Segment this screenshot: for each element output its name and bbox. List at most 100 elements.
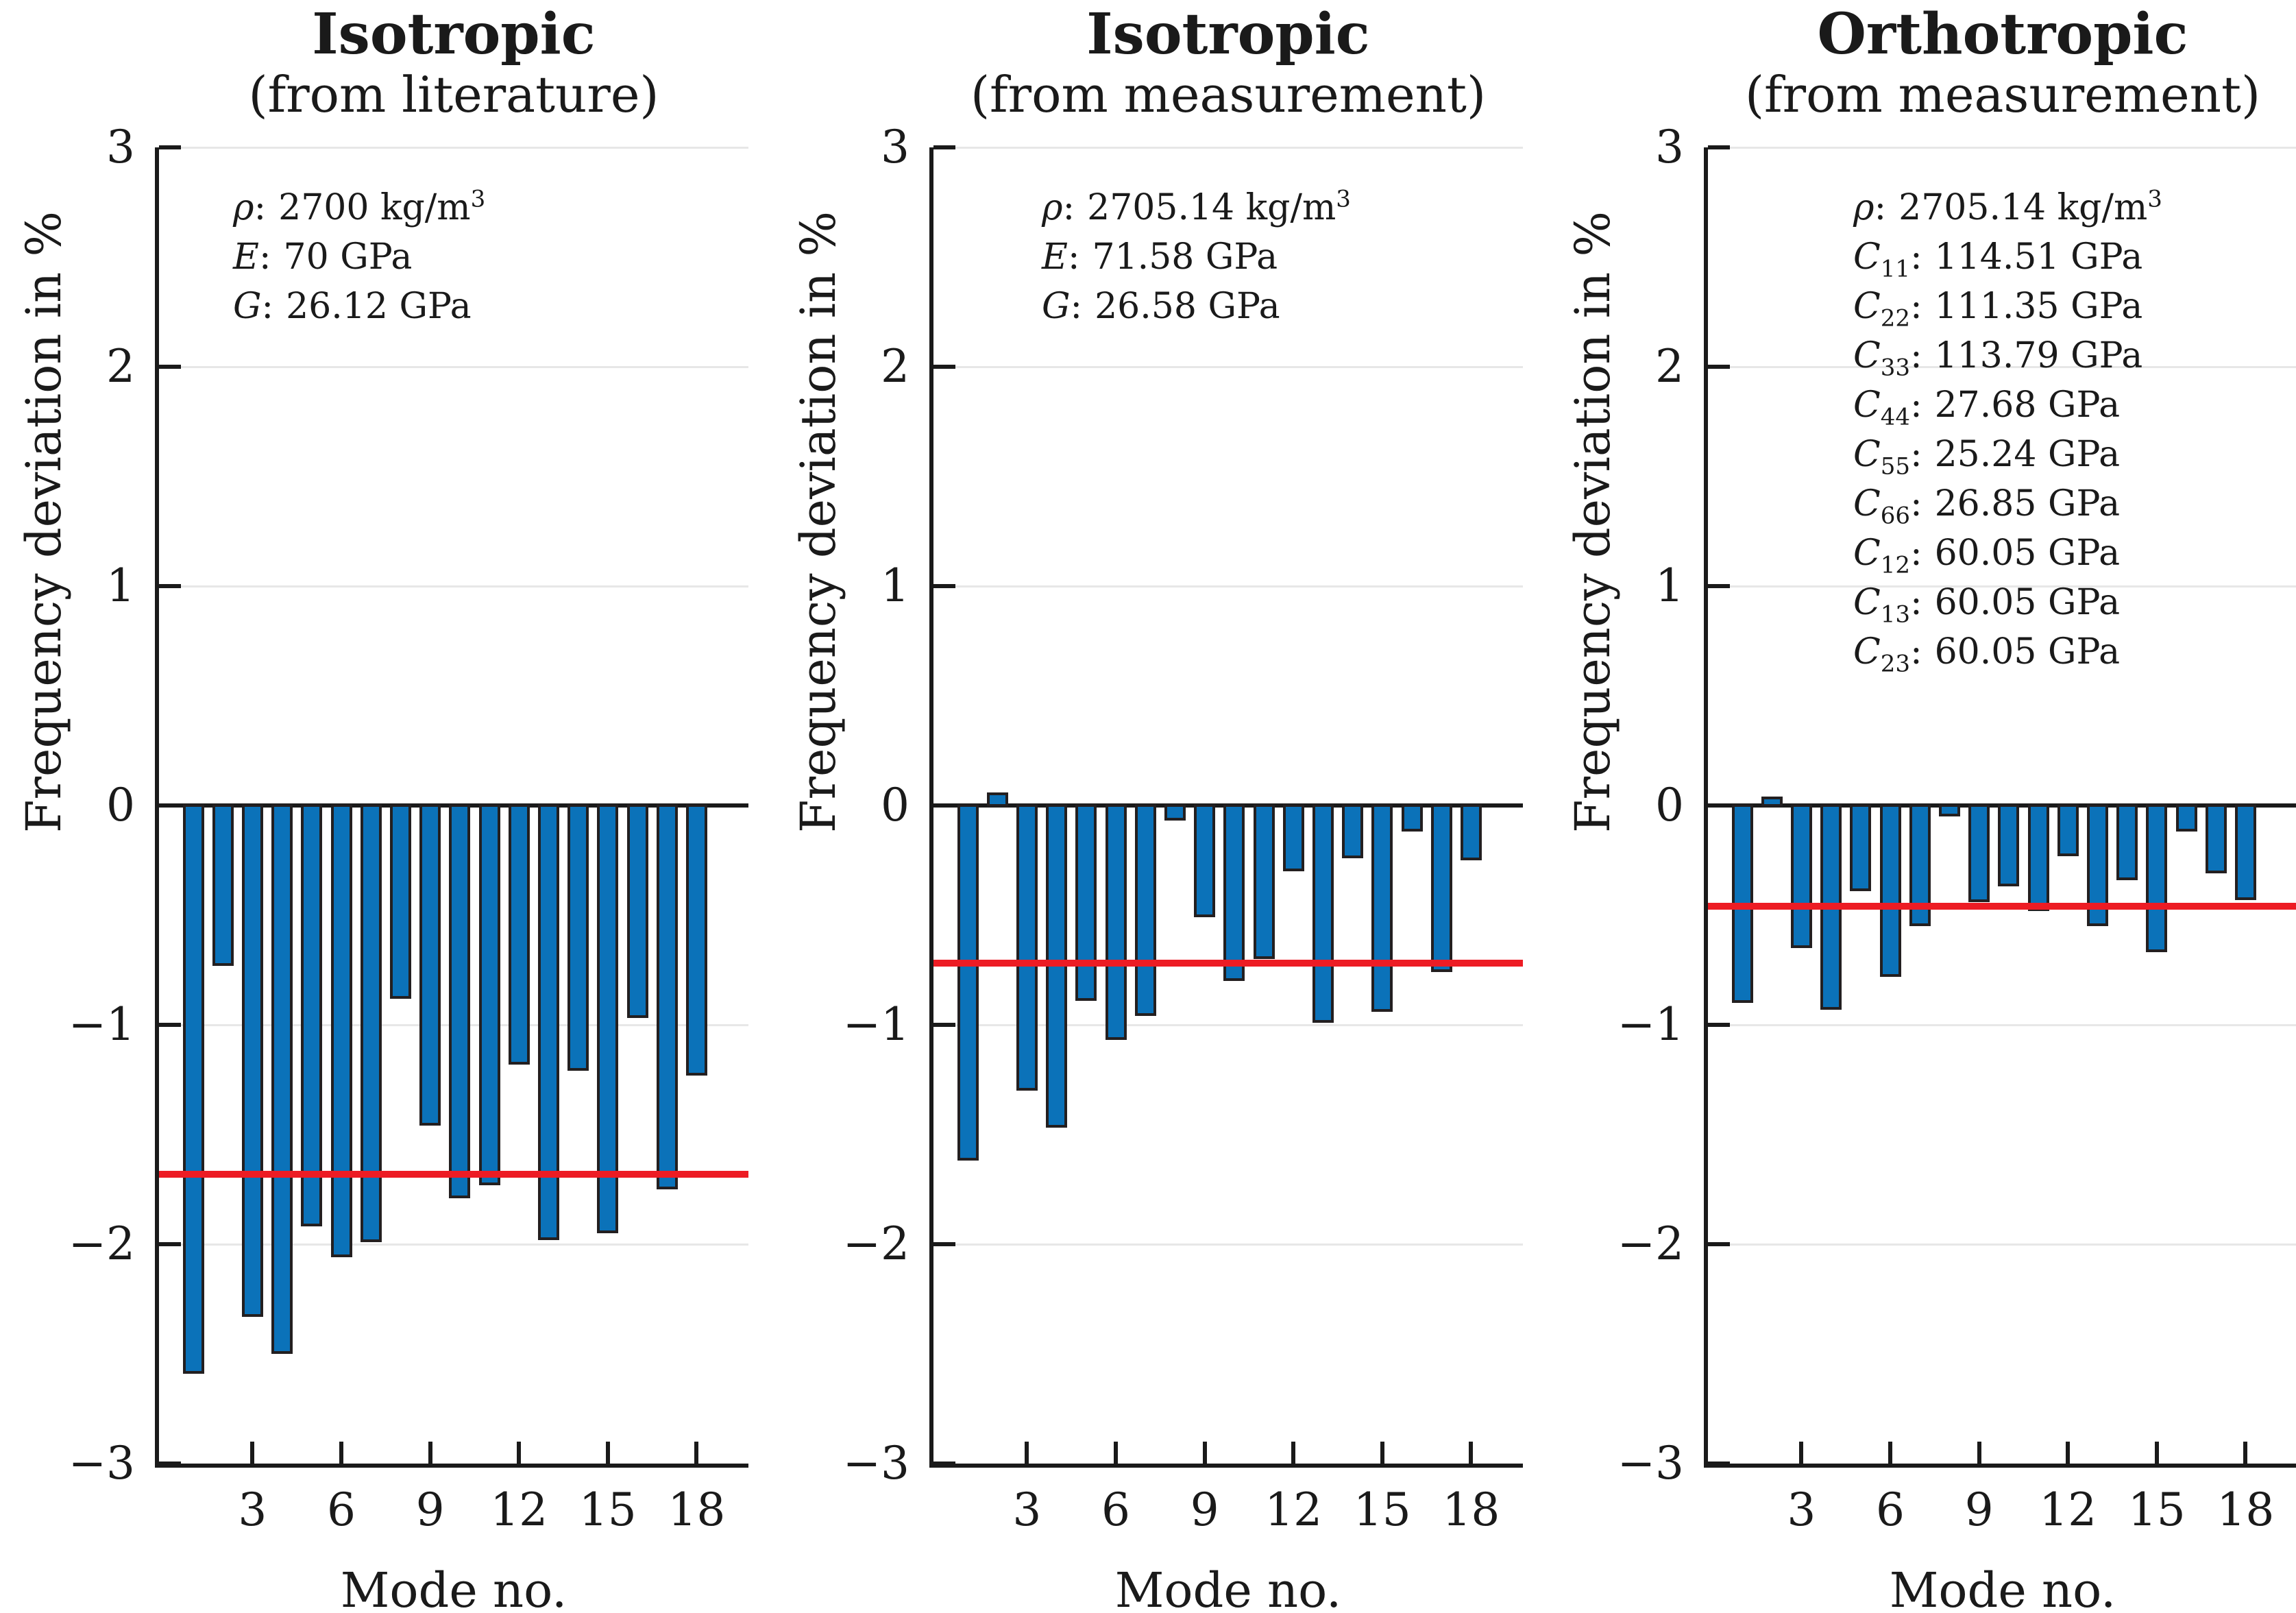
bar-mode-16 [626, 804, 648, 1019]
material-parameter: E: 71.58 GPa [1042, 237, 1278, 278]
parameter-value: 71.58 GPa [1092, 237, 1278, 278]
bar-mode-18 [2234, 804, 2256, 900]
bar-mode-9 [1968, 804, 1990, 902]
parameter-subscript: 11 [1880, 255, 1911, 283]
x-tick-label-15: 15 [578, 1483, 637, 1536]
bar-mode-18 [685, 804, 707, 1076]
y-tick-label--1: −1 [842, 998, 909, 1051]
parameter-subscript: 55 [1880, 452, 1911, 481]
material-parameter: C55: 25.24 GPa [1853, 434, 2121, 481]
x-tick-9 [1977, 1442, 1981, 1464]
x-tick-label-18: 18 [2216, 1483, 2275, 1536]
y-tick-1 [933, 584, 955, 588]
bar-mode-4 [271, 804, 293, 1354]
parameter-value: 113.79 GPa [1934, 335, 2143, 376]
bar-mode-1 [957, 804, 979, 1161]
panel-title: Orthotropic [1817, 1, 2188, 67]
parameter-symbol: G [233, 286, 262, 327]
y-tick-1 [1708, 584, 1730, 588]
bar-mode-18 [1460, 804, 1482, 860]
parameter-symbol: C [1853, 631, 1881, 672]
x-tick-label-3: 3 [1787, 1483, 1816, 1536]
bar-mode-2 [212, 804, 234, 966]
gridline-y2 [1708, 365, 2296, 368]
x-tick-label-9: 9 [1190, 1483, 1219, 1536]
y-tick--2 [159, 1242, 181, 1246]
gridline-y1 [159, 585, 748, 587]
material-parameters: ρ: 2705.14 kg/m3 E: 71.58 GPa G: 26.58 GPa [1042, 183, 1351, 331]
parameter-value: 111.35 GPa [1934, 286, 2143, 327]
parameter-subscript: 22 [1880, 304, 1911, 332]
parameter-value: 25.24 GPa [1934, 434, 2121, 475]
bar-mode-8 [1164, 804, 1186, 821]
parameter-value: 26.85 GPa [1934, 483, 2121, 524]
bar-mode-14 [2116, 804, 2138, 880]
parameter-value: 27.68 GPa [1934, 385, 2121, 426]
x-axis-spine [1704, 1464, 2296, 1468]
x-tick-label-18: 18 [1442, 1483, 1500, 1536]
bar-mode-14 [1342, 804, 1364, 858]
bar-mode-8 [1938, 804, 1960, 816]
gridline-y2 [933, 365, 1523, 368]
panel-title: Isotropic [312, 1, 596, 67]
y-tick-0 [1708, 803, 1730, 808]
x-tick-6 [1114, 1442, 1118, 1464]
gridline-y-1 [1708, 1023, 2296, 1026]
bar-mode-9 [1194, 804, 1216, 918]
x-tick-15 [1380, 1442, 1384, 1464]
material-parameter: C11: 114.51 GPa [1853, 237, 2143, 283]
material-parameter: C44: 27.68 GPa [1853, 385, 2121, 431]
parameter-symbol: C [1853, 483, 1881, 524]
bar-mode-12 [2057, 804, 2079, 856]
bar-mode-10 [449, 804, 471, 1198]
y-tick--1 [933, 1023, 955, 1027]
bar-mode-3 [1790, 804, 1812, 948]
material-parameter: G: 26.12 GPa [233, 286, 472, 327]
y-tick-2 [159, 365, 181, 369]
x-tick-6 [339, 1442, 343, 1464]
material-parameter: G: 26.58 GPa [1042, 286, 1280, 327]
parameter-value: 26.58 GPa [1095, 286, 1280, 327]
bar-mode-16 [2175, 804, 2197, 832]
x-tick-15 [605, 1442, 610, 1464]
bar-mode-10 [1998, 804, 2020, 887]
bar-mode-5 [1075, 804, 1097, 1001]
bar-mode-2 [1761, 797, 1783, 807]
y-axis-spine [929, 147, 933, 1468]
x-tick-label-18: 18 [668, 1483, 726, 1536]
parameter-value: 2705.14 kg/m [1898, 187, 2148, 228]
y-tick-label--2: −2 [1617, 1217, 1684, 1270]
y-tick-label-0: 0 [106, 779, 135, 832]
subplot-orthotropic-measurement: Orthotropic (from measurement) Frequency… [1565, 1, 2296, 1613]
x-axis-label: Mode no. [1114, 1562, 1342, 1613]
parameter-symbol: C [1853, 533, 1881, 574]
parameter-subscript: 13 [1880, 601, 1911, 629]
y-tick-label-3: 3 [1655, 121, 1684, 173]
gridline-y-2 [933, 1243, 1523, 1246]
material-parameters: ρ: 2705.14 kg/m3 C11: 114.51 GPa C22: 111.35 … [1853, 183, 2162, 677]
y-tick-label-2: 2 [881, 340, 909, 393]
y-tick--3 [159, 1462, 181, 1466]
bar-mode-8 [389, 804, 411, 999]
y-tick-3 [1708, 145, 1730, 149]
x-tick-label-15: 15 [2127, 1483, 2186, 1536]
x-tick-9 [1202, 1442, 1207, 1464]
bar-mode-15 [2146, 804, 2168, 953]
y-tick-label--1: −1 [68, 998, 135, 1051]
parameter-superscript: 3 [470, 185, 486, 213]
parameter-symbol: C [1853, 286, 1881, 327]
gridline-y1 [1708, 585, 2296, 587]
y-tick-label-2: 2 [1655, 340, 1684, 393]
material-parameter: ρ: 2700 kg/m3 [233, 185, 486, 228]
parameter-symbol: C [1853, 582, 1881, 623]
y-tick--3 [933, 1462, 955, 1466]
material-parameter: E: 70 GPa [233, 237, 413, 278]
x-tick-3 [1025, 1442, 1029, 1464]
y-tick-label-3: 3 [106, 121, 135, 173]
parameter-subscript: 23 [1880, 650, 1911, 678]
panel-title: Isotropic [1086, 1, 1370, 67]
bar-mode-15 [597, 804, 619, 1233]
gridline-y1 [933, 585, 1523, 587]
material-parameter: C23: 60.05 GPa [1853, 631, 2121, 678]
bar-mode-1 [182, 804, 204, 1374]
